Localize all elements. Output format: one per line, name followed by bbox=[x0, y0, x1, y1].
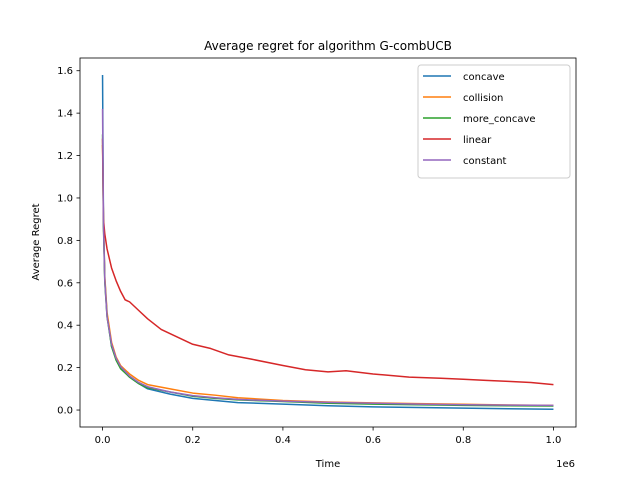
y-tick-label: 0.2 bbox=[57, 363, 73, 374]
y-tick-label: 0.6 bbox=[57, 278, 73, 289]
x-tick-label: 0.8 bbox=[455, 435, 471, 446]
plot-area bbox=[101, 74, 554, 410]
x-tick-label: 0.2 bbox=[185, 435, 201, 446]
legend-box bbox=[417, 64, 571, 179]
chart-title: Average regret for algorithm G-combUCB bbox=[204, 39, 452, 53]
legend-label-constant: constant bbox=[463, 156, 507, 167]
x-tick-label: 0.0 bbox=[95, 435, 111, 446]
axes: 0.0 0.2 0.4 0.6 0.8 1.0 0.0 0.2 0.4 0.6 0.8 1.0 1.2 1… bbox=[57, 57, 577, 446]
plot-frame bbox=[79, 57, 577, 428]
legend-label-concave: concave bbox=[463, 72, 505, 83]
y-tick-label: 1.0 bbox=[57, 193, 73, 204]
y-tick-label: 1.2 bbox=[57, 151, 73, 162]
series-lines bbox=[101, 74, 554, 410]
x-axis-label: Time bbox=[315, 459, 340, 470]
legend-label-collision: collision bbox=[463, 93, 503, 104]
y-tick-label: 1.6 bbox=[57, 66, 73, 77]
series-line-linear bbox=[101, 138, 554, 386]
x-tick-label: 1.0 bbox=[546, 435, 562, 446]
legend-label-linear: linear bbox=[463, 135, 492, 146]
x-tick-label: 0.4 bbox=[275, 435, 291, 446]
y-tick-label: 1.4 bbox=[57, 109, 73, 120]
y-tick-label: 0.4 bbox=[57, 321, 73, 332]
y-tick-label: 0.8 bbox=[57, 236, 73, 247]
series-line-constant bbox=[101, 108, 554, 407]
legend-label-more-concave: more_concave bbox=[463, 114, 536, 125]
x-tick-label: 0.6 bbox=[365, 435, 381, 446]
y-axis-label: Average Regret bbox=[31, 203, 42, 280]
y-tick-label: 0.0 bbox=[57, 406, 73, 417]
x-axis-offset-label: 1e6 bbox=[556, 459, 575, 470]
